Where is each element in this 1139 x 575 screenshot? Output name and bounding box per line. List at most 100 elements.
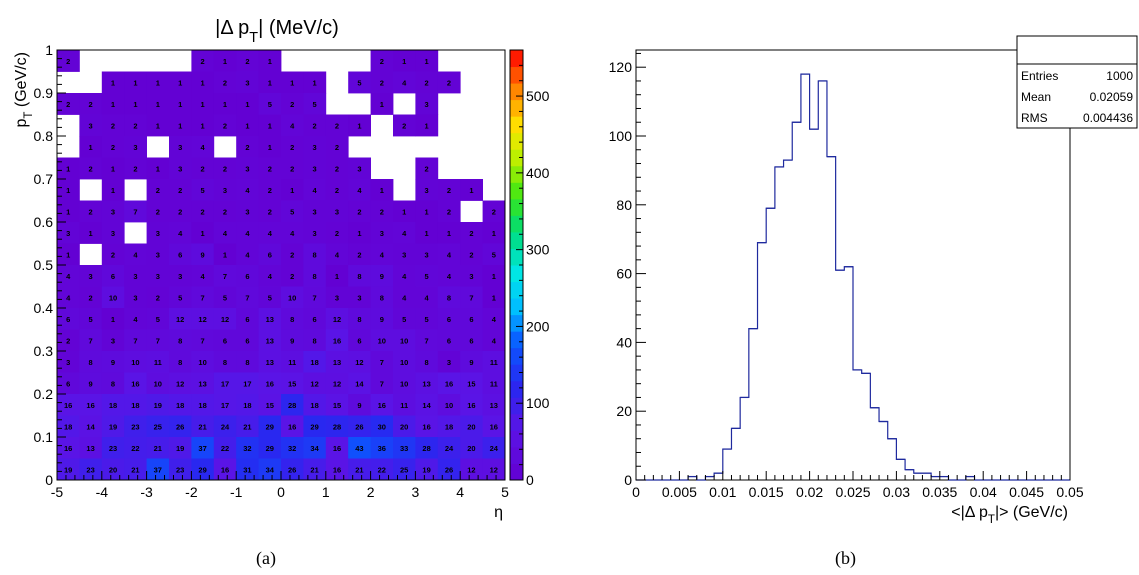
heat-cell-label: 1 bbox=[156, 164, 160, 173]
heat-cell-label: 2 bbox=[380, 57, 384, 66]
heat-cell-label: 8 bbox=[245, 358, 249, 367]
heat-cell bbox=[303, 458, 327, 481]
heat-cell bbox=[146, 458, 170, 481]
heat-cell-label: 13 bbox=[266, 358, 274, 367]
heat-cell bbox=[303, 372, 327, 395]
x-tick-label: 3 bbox=[412, 484, 420, 500]
heat-cell bbox=[370, 71, 394, 94]
heat-cell bbox=[146, 372, 170, 395]
heat-cell-label: 12 bbox=[310, 379, 318, 388]
heat-cell-label: 2 bbox=[245, 57, 249, 66]
heat-cell-label: 28 bbox=[422, 444, 430, 453]
heat-cell bbox=[437, 437, 461, 459]
heat-cell bbox=[281, 243, 304, 266]
heat-cell-label: 2 bbox=[447, 186, 451, 195]
heat-cell bbox=[57, 415, 80, 438]
heat-cell bbox=[169, 415, 192, 438]
colorbar-segment bbox=[510, 248, 523, 266]
heat-cell-label: 1 bbox=[66, 164, 70, 173]
heat-cell bbox=[393, 222, 416, 244]
heat-cell bbox=[258, 200, 282, 223]
y-tick-label: 0.9 bbox=[34, 85, 54, 101]
heat-cell bbox=[393, 265, 416, 287]
heat-cell-label: 16 bbox=[64, 444, 72, 453]
heat-cell bbox=[393, 458, 416, 481]
heat-cell-label: 7 bbox=[380, 358, 384, 367]
heat-cell-label: 37 bbox=[198, 444, 206, 453]
heat-cell bbox=[79, 136, 103, 158]
heat-cell-label: 2 bbox=[133, 164, 137, 173]
heat-cell-label: 10 bbox=[154, 379, 162, 388]
heat-cell-label: 3 bbox=[313, 143, 317, 152]
heat-cell bbox=[415, 308, 439, 330]
heat-cell-label: 1 bbox=[133, 78, 137, 87]
heat-cell-label: 31 bbox=[243, 465, 251, 474]
x-tick-label: -3 bbox=[140, 484, 153, 500]
heat-cell-label: 16 bbox=[333, 444, 341, 453]
heat-cell bbox=[482, 351, 506, 373]
heat-cell bbox=[415, 394, 439, 416]
heat-cell-label: 1 bbox=[402, 207, 406, 216]
heat-cell-label: 11 bbox=[154, 358, 162, 367]
heat-cell-label: 2 bbox=[201, 207, 205, 216]
colorbar-segment bbox=[510, 446, 523, 464]
heat-cell bbox=[101, 179, 125, 201]
heat-cell-label: 2 bbox=[335, 164, 339, 173]
heat-cell-label: 8 bbox=[447, 293, 451, 302]
colorbar-segment bbox=[510, 314, 523, 332]
heat-cell bbox=[415, 458, 439, 481]
heat-cell bbox=[236, 136, 259, 158]
heat-cell-label: 1 bbox=[245, 100, 249, 109]
y-axis-label: pT (GeV/c) bbox=[13, 52, 35, 128]
heat-cell-label: 1 bbox=[156, 100, 160, 109]
heat-cell-label: 1 bbox=[402, 57, 406, 66]
x-tick-label: 5 bbox=[501, 484, 509, 500]
stats-label: RMS bbox=[1021, 111, 1048, 125]
heat-cell bbox=[191, 243, 215, 266]
heat-cell bbox=[101, 286, 125, 309]
heat-cell-label: 1 bbox=[380, 186, 384, 195]
heat-cell bbox=[191, 265, 215, 287]
y-tick-label: 0.5 bbox=[34, 257, 54, 273]
heat-cell bbox=[213, 243, 237, 266]
heat-cell-label: 29 bbox=[198, 465, 206, 474]
y-tick-label: 100 bbox=[609, 128, 633, 144]
heat-cell bbox=[460, 372, 483, 395]
heat-cell bbox=[325, 265, 349, 287]
heat-cell-label: 24 bbox=[445, 444, 454, 453]
heat-cell-label: 16 bbox=[333, 465, 341, 474]
heat-cell-label: 4 bbox=[201, 143, 206, 152]
heat-cell-label: 4 bbox=[133, 315, 138, 324]
heat-cell-label: 9 bbox=[380, 315, 384, 324]
heat-cell bbox=[303, 265, 327, 287]
x-tick-label: 0 bbox=[632, 484, 640, 500]
heat-cell bbox=[101, 136, 125, 158]
x-tick-label: 2 bbox=[367, 484, 375, 500]
heat-cell-label: 3 bbox=[133, 293, 137, 302]
heat-cell-label: 7 bbox=[380, 379, 384, 388]
y-tick-label: 0.1 bbox=[34, 429, 54, 445]
x-tick-label: -1 bbox=[230, 484, 243, 500]
heat-cell bbox=[437, 222, 461, 244]
heat-cell-label: 18 bbox=[131, 401, 139, 410]
heat-cell bbox=[281, 71, 304, 94]
heat-cell-label: 18 bbox=[445, 422, 453, 431]
heat-cell-label: 6 bbox=[178, 250, 182, 259]
heat-cell bbox=[146, 243, 170, 266]
heat-cell bbox=[57, 329, 80, 352]
heat-cell bbox=[303, 329, 327, 352]
heat-cell-label: 21 bbox=[310, 465, 318, 474]
heat-cell-label: 18 bbox=[310, 358, 318, 367]
heat-cell-label: 18 bbox=[243, 401, 251, 410]
heat-cell bbox=[213, 415, 237, 438]
heat-cell-label: 29 bbox=[266, 444, 274, 453]
heat-cell-label: 2 bbox=[313, 121, 317, 130]
heat-cell bbox=[281, 200, 304, 223]
heat-cell bbox=[348, 351, 371, 373]
heat-cell bbox=[415, 200, 439, 223]
heat-cell-label: 4 bbox=[357, 186, 362, 195]
heat-cell bbox=[393, 286, 416, 309]
heat-cell bbox=[57, 265, 80, 287]
heat-cell bbox=[281, 394, 304, 416]
